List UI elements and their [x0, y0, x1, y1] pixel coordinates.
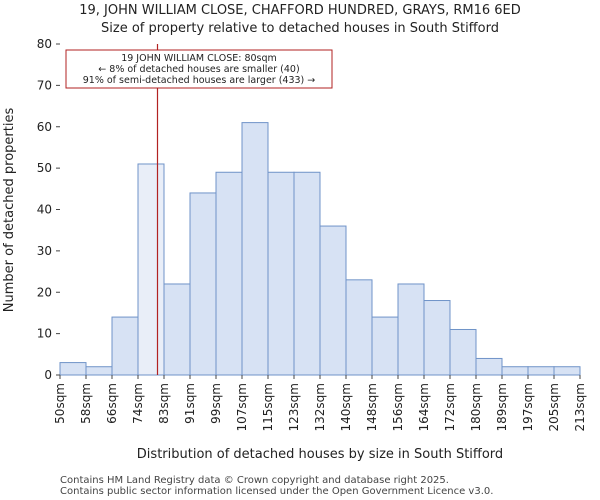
annotation-border — [65, 49, 333, 89]
bar-197sqm — [527, 366, 555, 376]
x-tick-label: 83sqm — [157, 383, 171, 424]
bar-132sqm — [319, 225, 347, 376]
footer-line-2: Contains public sector information licen… — [60, 486, 493, 497]
x-tick-label: 50sqm — [53, 383, 67, 424]
bar-99sqm — [215, 171, 243, 376]
annotation-line-1: 19 JOHN WILLIAM CLOSE: 80sqm — [121, 53, 277, 64]
x-tick-label: 156sqm — [391, 383, 405, 431]
bar-74sqm — [137, 163, 165, 376]
x-tick-label: 213sqm — [573, 383, 587, 431]
x-tick-label: 74sqm — [131, 383, 145, 424]
y-tick-label: 0 — [44, 368, 52, 382]
x-tick-label: 99sqm — [209, 383, 223, 424]
x-tick-label: 107sqm — [235, 383, 249, 431]
bar-172sqm — [449, 328, 477, 376]
x-tick-label: 189sqm — [495, 383, 509, 431]
bar-148sqm — [371, 316, 399, 376]
bar-107sqm — [241, 122, 269, 376]
chart-title: 19, JOHN WILLIAM CLOSE, CHAFFORD HUNDRED… — [79, 3, 521, 18]
bar-115sqm — [267, 171, 295, 376]
annotation-line-2: ← 8% of detached houses are smaller (40) — [98, 64, 299, 75]
bar-164sqm — [423, 300, 451, 376]
x-tick-label: 172sqm — [443, 383, 457, 431]
x-tick-label: 115sqm — [261, 383, 275, 431]
y-tick-label: 50 — [37, 161, 52, 175]
y-tick-label: 30 — [37, 244, 52, 258]
bar-180sqm — [475, 357, 503, 376]
x-tick-label: 123sqm — [287, 383, 301, 431]
y-axis-label: Number of detached properties — [2, 108, 17, 313]
x-tick-label: 58sqm — [79, 383, 93, 424]
x-tick-label: 140sqm — [339, 383, 353, 431]
x-tick-label: 197sqm — [521, 383, 535, 431]
y-tick-label: 10 — [37, 327, 52, 341]
x-tick-label: 164sqm — [417, 383, 431, 431]
bar-140sqm — [345, 279, 373, 376]
bar-58sqm — [85, 366, 113, 376]
x-tick-label: 132sqm — [313, 383, 327, 431]
footer-line-1: Contains HM Land Registry data © Crown c… — [60, 475, 449, 486]
y-tick-label: 60 — [37, 120, 52, 134]
x-tick-label: 66sqm — [105, 383, 119, 424]
y-tick-label: 80 — [37, 37, 52, 51]
bar-123sqm — [293, 171, 321, 376]
x-tick-label: 205sqm — [547, 383, 561, 431]
annotation-box: 19 JOHN WILLIAM CLOSE: 80sqm ← 8% of det… — [65, 49, 333, 89]
bar-205sqm — [553, 366, 581, 376]
y-tick-label: 40 — [37, 203, 52, 217]
bar-50sqm — [59, 362, 87, 376]
bars-group — [59, 122, 581, 376]
y-tick-label: 70 — [37, 78, 52, 92]
x-axis-label: Distribution of detached houses by size … — [137, 447, 503, 462]
x-tick-label: 180sqm — [469, 383, 483, 431]
bar-91sqm — [189, 192, 217, 376]
bar-189sqm — [501, 366, 529, 376]
y-axis-ticks: 0 10 20 30 40 50 60 70 80 — [37, 37, 60, 382]
bar-156sqm — [397, 283, 425, 376]
x-axis-ticks: 50sqm 58sqm 66sqm 74sqm 83sqm 91sqm 99sqm 107sq… — [53, 375, 587, 431]
chart-subtitle: Size of property relative to detached ho… — [101, 21, 499, 36]
bar-83sqm — [163, 283, 191, 376]
annotation-line-3: 91% of semi-detached houses are larger (… — [83, 75, 316, 86]
bar-66sqm — [111, 316, 139, 376]
y-tick-label: 20 — [37, 285, 52, 299]
x-tick-label: 148sqm — [365, 383, 379, 431]
x-tick-label: 91sqm — [183, 383, 197, 424]
